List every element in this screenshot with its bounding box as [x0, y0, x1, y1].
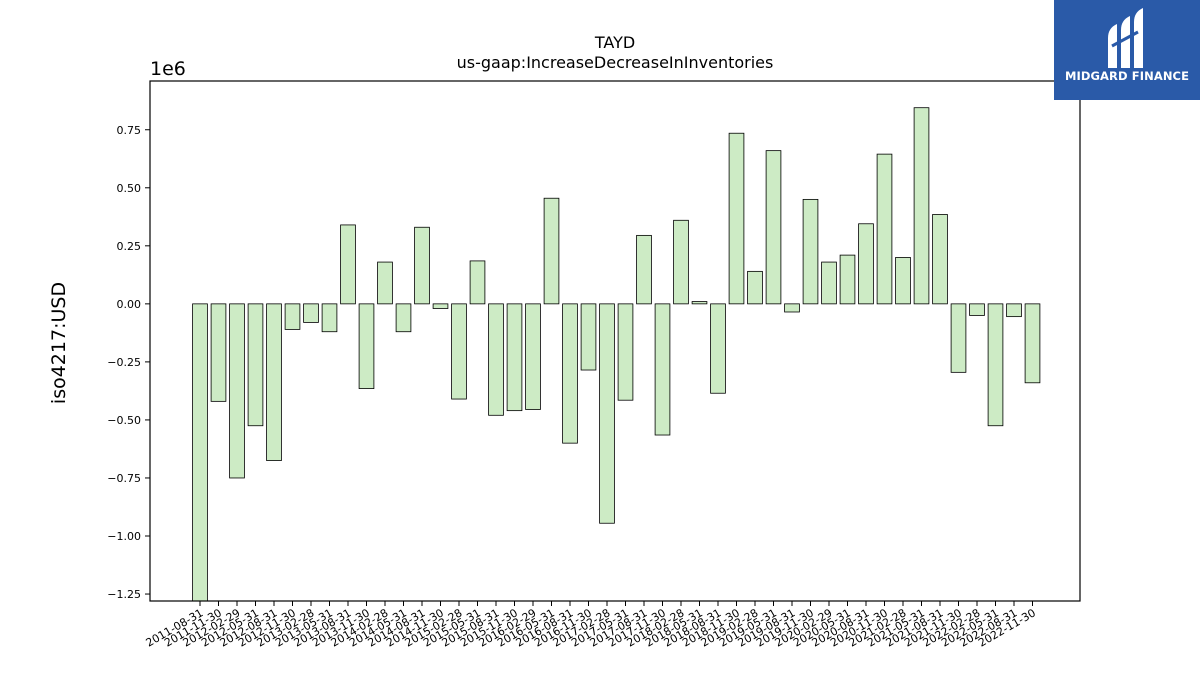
y-offset-label: 1e6	[150, 58, 186, 80]
bar-2013-08-31	[340, 224, 356, 305]
y-axis-ticks: −1.25 −1.00 −0.75 −0.50 −0.25 0.00 0.25 0.50 0.7…	[107, 124, 150, 601]
bar-2020-08-31	[858, 223, 874, 305]
bars-group	[192, 107, 1041, 602]
bar-2022-02-28	[969, 303, 985, 316]
bar-2018-02-28	[673, 219, 689, 305]
y-tick-label: 0.75	[117, 124, 142, 137]
y-tick-label: 0.25	[117, 240, 142, 253]
bar-2020-02-29	[821, 261, 837, 305]
bar-2014-02-28	[377, 261, 393, 305]
bar-2019-05-31	[765, 150, 782, 305]
y-axis-label: iso4217:USD	[48, 282, 70, 404]
bar-2012-11-30	[284, 303, 301, 330]
bar-2012-08-31	[266, 303, 282, 461]
y-tick-label: 0.00	[117, 298, 142, 311]
bar-2019-08-31	[784, 303, 800, 313]
bar-2017-05-31	[617, 303, 634, 401]
bar-2019-02-28	[747, 270, 763, 305]
bar-2014-05-31	[395, 303, 412, 333]
bar-2020-11-30	[876, 153, 893, 305]
bar-2015-11-30	[506, 303, 523, 412]
bar-2016-05-31	[543, 197, 560, 305]
bar-2015-08-31	[488, 303, 504, 416]
plot-frame	[149, 80, 1081, 602]
bar-2018-08-31	[710, 303, 726, 394]
bar-2021-02-28	[895, 257, 911, 305]
bar-2022-05-31	[987, 303, 1004, 427]
brand-logo: MIDGARD FINANCE	[1054, 0, 1200, 100]
chart-title: TAYD	[594, 33, 635, 52]
bar-2016-08-31	[562, 303, 578, 444]
midgard-m-logo-icon	[1108, 8, 1143, 68]
y-tick-label: −0.25	[107, 356, 141, 369]
bar-2012-02-29	[229, 303, 245, 479]
y-tick-label: 0.50	[117, 182, 142, 195]
bar-2011-08-31	[192, 303, 208, 602]
bar-2016-11-30	[580, 303, 597, 371]
bar-2022-11-30	[1024, 303, 1041, 384]
bar-2015-05-31	[469, 260, 486, 305]
bar-2014-11-30	[432, 303, 449, 309]
y-tick-label: −1.25	[107, 588, 141, 601]
x-axis-ticks: 2011-08-312011-11-302012-02-292012-05-31…	[144, 601, 1038, 650]
bar-2015-02-28	[451, 303, 467, 400]
y-tick-label: −1.00	[107, 530, 141, 543]
chart-subtitle: us-gaap:IncreaseDecreaseInInventories	[457, 53, 774, 72]
bar-2021-11-30	[950, 303, 967, 373]
bar-2013-11-30	[358, 303, 375, 389]
bar-2011-11-30	[210, 303, 227, 402]
bar-2019-11-30	[802, 198, 819, 305]
bar-2018-05-31	[691, 301, 708, 305]
brand-name: MIDGARD FINANCE	[1064, 69, 1190, 83]
bar-2021-08-31	[932, 214, 948, 305]
bar-2014-08-31	[414, 226, 430, 305]
bar-2020-05-31	[839, 254, 856, 305]
y-tick-label: −0.75	[107, 472, 141, 485]
bar-2021-05-31	[913, 107, 930, 305]
bar-2017-11-30	[654, 303, 671, 436]
bar-2013-02-28	[303, 303, 319, 323]
bar-2018-11-30	[728, 132, 745, 305]
bar-2012-05-31	[247, 303, 264, 427]
bar-2017-02-28	[599, 303, 615, 524]
bar-2017-08-31	[636, 234, 652, 305]
bar-2013-05-31	[321, 303, 338, 333]
bar-2016-02-29	[525, 303, 541, 410]
y-tick-label: −0.50	[107, 414, 141, 427]
bar-2022-08-31	[1006, 303, 1022, 318]
